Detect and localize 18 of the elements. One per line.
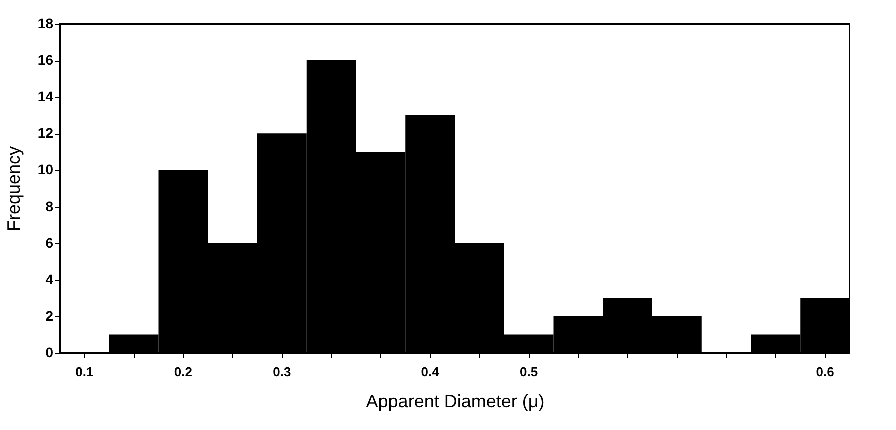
y-tick-label: 12 — [38, 125, 54, 142]
y-tick-label: 14 — [38, 88, 54, 105]
y-tick-label: 16 — [38, 52, 54, 68]
x-tick-label: 0.1 — [76, 364, 94, 380]
x-tick-label: 0.3 — [273, 364, 292, 380]
y-tick-label: 2 — [46, 308, 54, 324]
y-tick-label: 8 — [46, 198, 54, 214]
x-axis-title: Apparent Diameter (μ) — [366, 392, 545, 412]
x-tick-label: 0.2 — [174, 364, 192, 380]
x-tick-label: 0.4 — [421, 364, 440, 380]
y-tick-label: 10 — [38, 162, 54, 178]
x-tick-label: 0.5 — [520, 364, 538, 380]
y-axis-title: Frequency — [4, 146, 24, 232]
y-tick-label: 0 — [46, 344, 54, 360]
y-tick-label: 18 — [38, 16, 54, 32]
y-tick-label: 4 — [46, 271, 54, 288]
y-tick-label: 6 — [46, 234, 54, 251]
x-tick-label: 0.6 — [816, 364, 834, 380]
